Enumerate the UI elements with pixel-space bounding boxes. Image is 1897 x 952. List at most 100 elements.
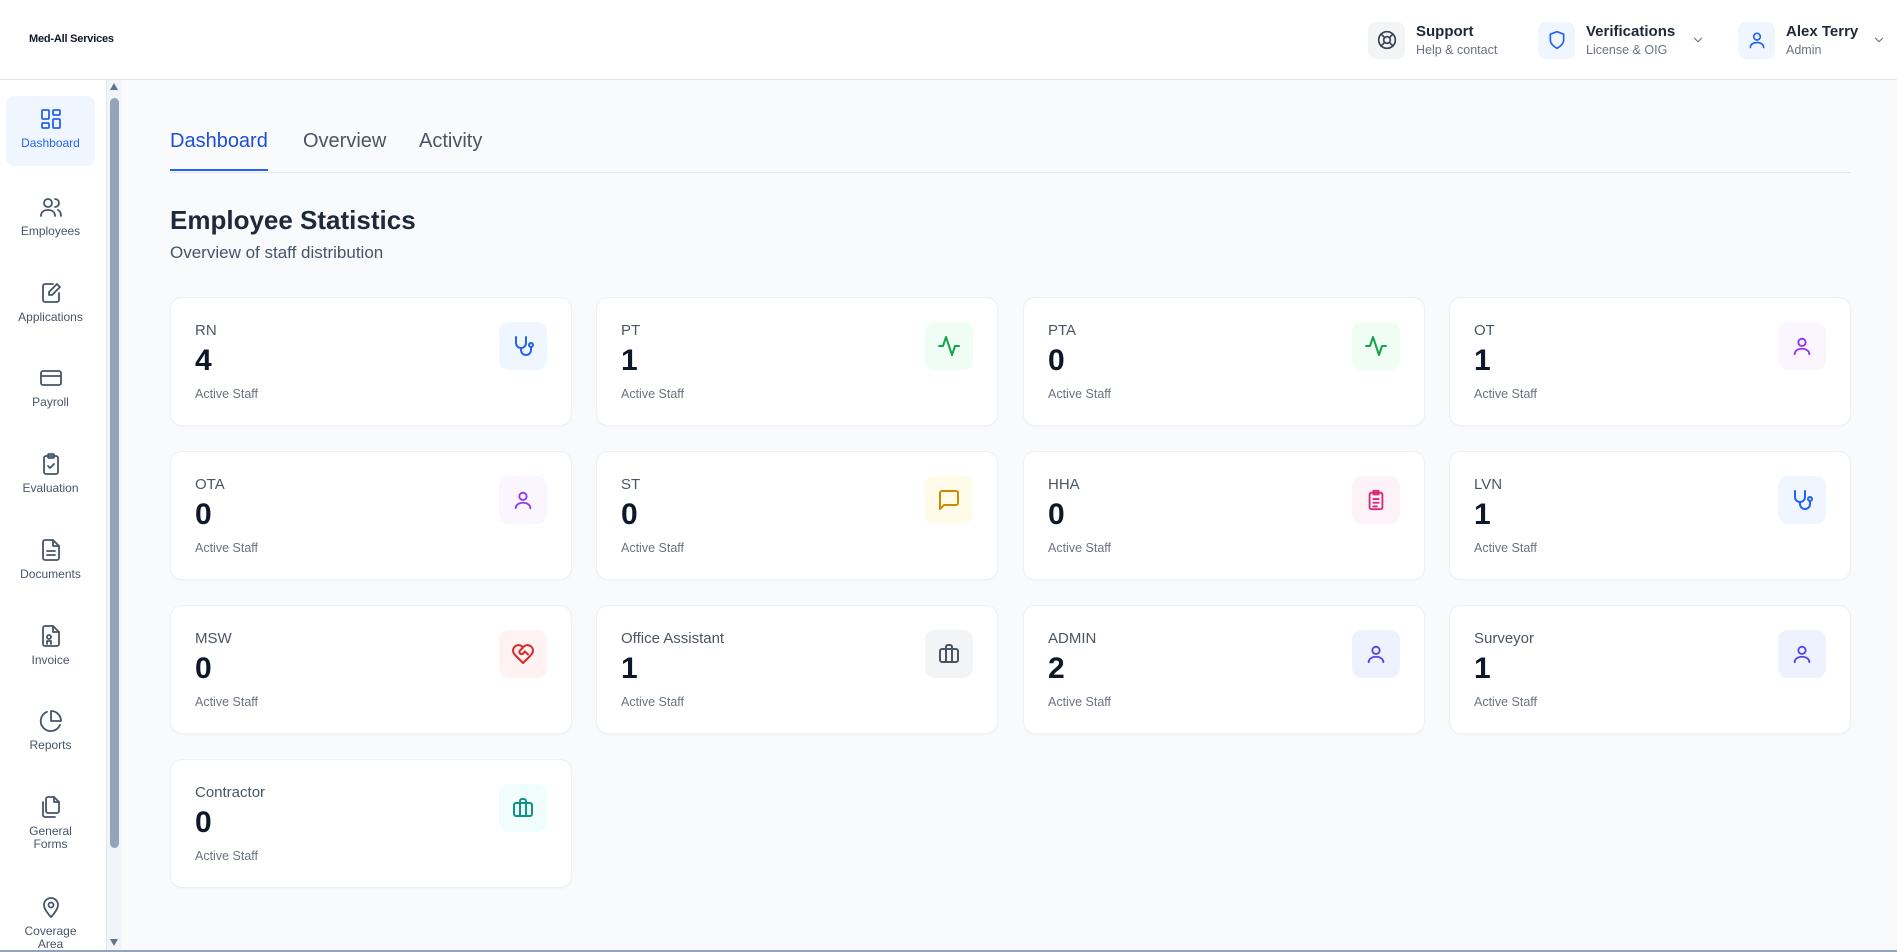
- card-label: Contractor: [195, 784, 266, 801]
- stat-card-ot[interactable]: OT 1 Active Staff: [1449, 297, 1851, 426]
- sidebar-item-payroll[interactable]: Payroll: [6, 364, 95, 409]
- tab-overview[interactable]: Overview: [303, 130, 387, 152]
- sidebar-item-employees[interactable]: Employees: [6, 193, 95, 238]
- stat-card-lvn[interactable]: LVN 1 Active Staff: [1449, 451, 1851, 580]
- stat-card-pta[interactable]: PTA 0 Active Staff: [1023, 297, 1425, 426]
- card-value: 1: [1474, 498, 1491, 531]
- card-label: PTA: [1048, 322, 1077, 339]
- scrollbar-thumb[interactable]: [110, 98, 119, 848]
- card-label: OTA: [195, 476, 225, 493]
- sidebar-item-general-forms[interactable]: General Forms: [6, 793, 95, 851]
- stat-card-msw[interactable]: MSW 0 Active Staff: [170, 605, 572, 734]
- support-menu[interactable]: Support Help & contact: [1368, 20, 1497, 60]
- card-label: OT: [1474, 322, 1495, 339]
- grid-icon: [39, 105, 63, 133]
- card-label: Office Assistant: [621, 630, 725, 647]
- sidebar-item-reports[interactable]: Reports: [6, 707, 95, 752]
- heart-handshake-icon: [499, 630, 547, 678]
- pie-chart-icon: [39, 707, 63, 735]
- card-value: 1: [621, 344, 638, 377]
- sidebar-item-label: Evaluation: [22, 481, 79, 495]
- card-label: PT: [621, 322, 641, 339]
- card-subtext: Active Staff: [195, 387, 258, 401]
- stat-card-admin[interactable]: ADMIN 2 Active Staff: [1023, 605, 1425, 734]
- scroll-up-arrow-icon[interactable]: [110, 83, 118, 90]
- stat-card-rn[interactable]: RN 4 Active Staff: [170, 297, 572, 426]
- card-value: 0: [195, 806, 212, 839]
- activity-icon: [1352, 322, 1400, 370]
- stat-card-hha[interactable]: HHA 0 Active Staff: [1023, 451, 1425, 580]
- stethoscope-icon: [499, 322, 547, 370]
- clipboard-list-icon: [1352, 476, 1400, 524]
- app-logo[interactable]: Med-All Services: [29, 33, 114, 45]
- card-subtext: Active Staff: [1474, 541, 1537, 555]
- user-icon: [1352, 630, 1400, 678]
- map-pin-icon: [39, 893, 63, 921]
- briefcase-icon: [499, 784, 547, 832]
- card-label: ST: [621, 476, 641, 493]
- sidebar-item-documents[interactable]: Documents: [6, 536, 95, 581]
- card-value: 0: [1048, 344, 1065, 377]
- sidebar-item-evaluation[interactable]: Evaluation: [6, 450, 95, 495]
- card-subtext: Active Staff: [1048, 541, 1111, 555]
- card-label: Surveyor: [1474, 630, 1535, 647]
- stat-card-pt[interactable]: PT 1 Active Staff: [596, 297, 998, 426]
- stat-card-surveyor[interactable]: Surveyor 1 Active Staff: [1449, 605, 1851, 734]
- users-icon: [39, 193, 63, 221]
- scroll-down-arrow-icon[interactable]: [110, 939, 118, 946]
- card-value: 1: [621, 652, 638, 685]
- bottom-border: [0, 950, 1897, 952]
- card-subtext: Active Staff: [1048, 387, 1111, 401]
- sidebar-item-label: Payroll: [32, 395, 69, 409]
- support-subtitle: Help & contact: [1416, 42, 1498, 57]
- message-icon: [925, 476, 973, 524]
- support-title: Support: [1416, 22, 1474, 40]
- user-avatar-icon: [1738, 21, 1775, 59]
- tab-bar: Dashboard Overview Activity: [170, 120, 1851, 173]
- card-label: MSW: [195, 630, 232, 647]
- card-subtext: Active Staff: [1474, 387, 1537, 401]
- stat-card-office-assistant[interactable]: Office Assistant 1 Active Staff: [596, 605, 998, 734]
- sidebar-item-coverage-area[interactable]: Coverage Area: [6, 893, 95, 951]
- sidebar-scrollbar[interactable]: [107, 80, 122, 952]
- stat-card-ota[interactable]: OTA 0 Active Staff: [170, 451, 572, 580]
- card-value: 0: [195, 498, 212, 531]
- user-menu[interactable]: Alex Terry Admin: [1738, 20, 1886, 60]
- tab-dashboard[interactable]: Dashboard: [170, 130, 268, 171]
- tab-activity[interactable]: Activity: [419, 130, 483, 152]
- sidebar-item-applications[interactable]: Applications: [6, 279, 95, 324]
- card-value: 2: [1048, 652, 1065, 685]
- stethoscope-icon: [1778, 476, 1826, 524]
- card-subtext: Active Staff: [621, 387, 684, 401]
- sidebar-item-label: Dashboard: [21, 136, 80, 150]
- user-name: Alex Terry: [1786, 22, 1859, 40]
- card-value: 4: [195, 344, 212, 377]
- clipboard-check-icon: [39, 450, 63, 478]
- card-value: 1: [1474, 652, 1491, 685]
- stat-card-st[interactable]: ST 0 Active Staff: [596, 451, 998, 580]
- card-subtext: Active Staff: [1474, 695, 1537, 709]
- stat-card-contractor[interactable]: Contractor 0 Active Staff: [170, 759, 572, 888]
- sidebar-item-label: Coverage Area: [24, 924, 77, 951]
- page-title: Employee Statistics: [170, 205, 416, 235]
- card-value: 1: [1474, 344, 1491, 377]
- user-icon: [499, 476, 547, 524]
- invoice-icon: [39, 622, 63, 650]
- card-subtext: Active Staff: [195, 695, 258, 709]
- card-label: LVN: [1474, 476, 1503, 493]
- card-value: 0: [1048, 498, 1065, 531]
- user-icon: [1778, 322, 1826, 370]
- sidebar-item-invoice[interactable]: Invoice: [6, 622, 95, 667]
- sidebar-item-dashboard[interactable]: Dashboard: [6, 96, 95, 166]
- sidebar: Dashboard Employees Applications Payroll…: [0, 80, 107, 952]
- sidebar-item-label: Documents: [20, 567, 81, 581]
- lifebuoy-icon: [1368, 21, 1405, 59]
- files-icon: [39, 793, 63, 821]
- user-role: Admin: [1786, 42, 1822, 57]
- verifications-menu[interactable]: Verifications License & OIG: [1538, 20, 1705, 60]
- card-label: HHA: [1048, 476, 1080, 493]
- sidebar-item-label: Employees: [20, 224, 81, 238]
- file-edit-icon: [39, 279, 63, 307]
- activity-icon: [925, 322, 973, 370]
- card-label: RN: [195, 322, 217, 339]
